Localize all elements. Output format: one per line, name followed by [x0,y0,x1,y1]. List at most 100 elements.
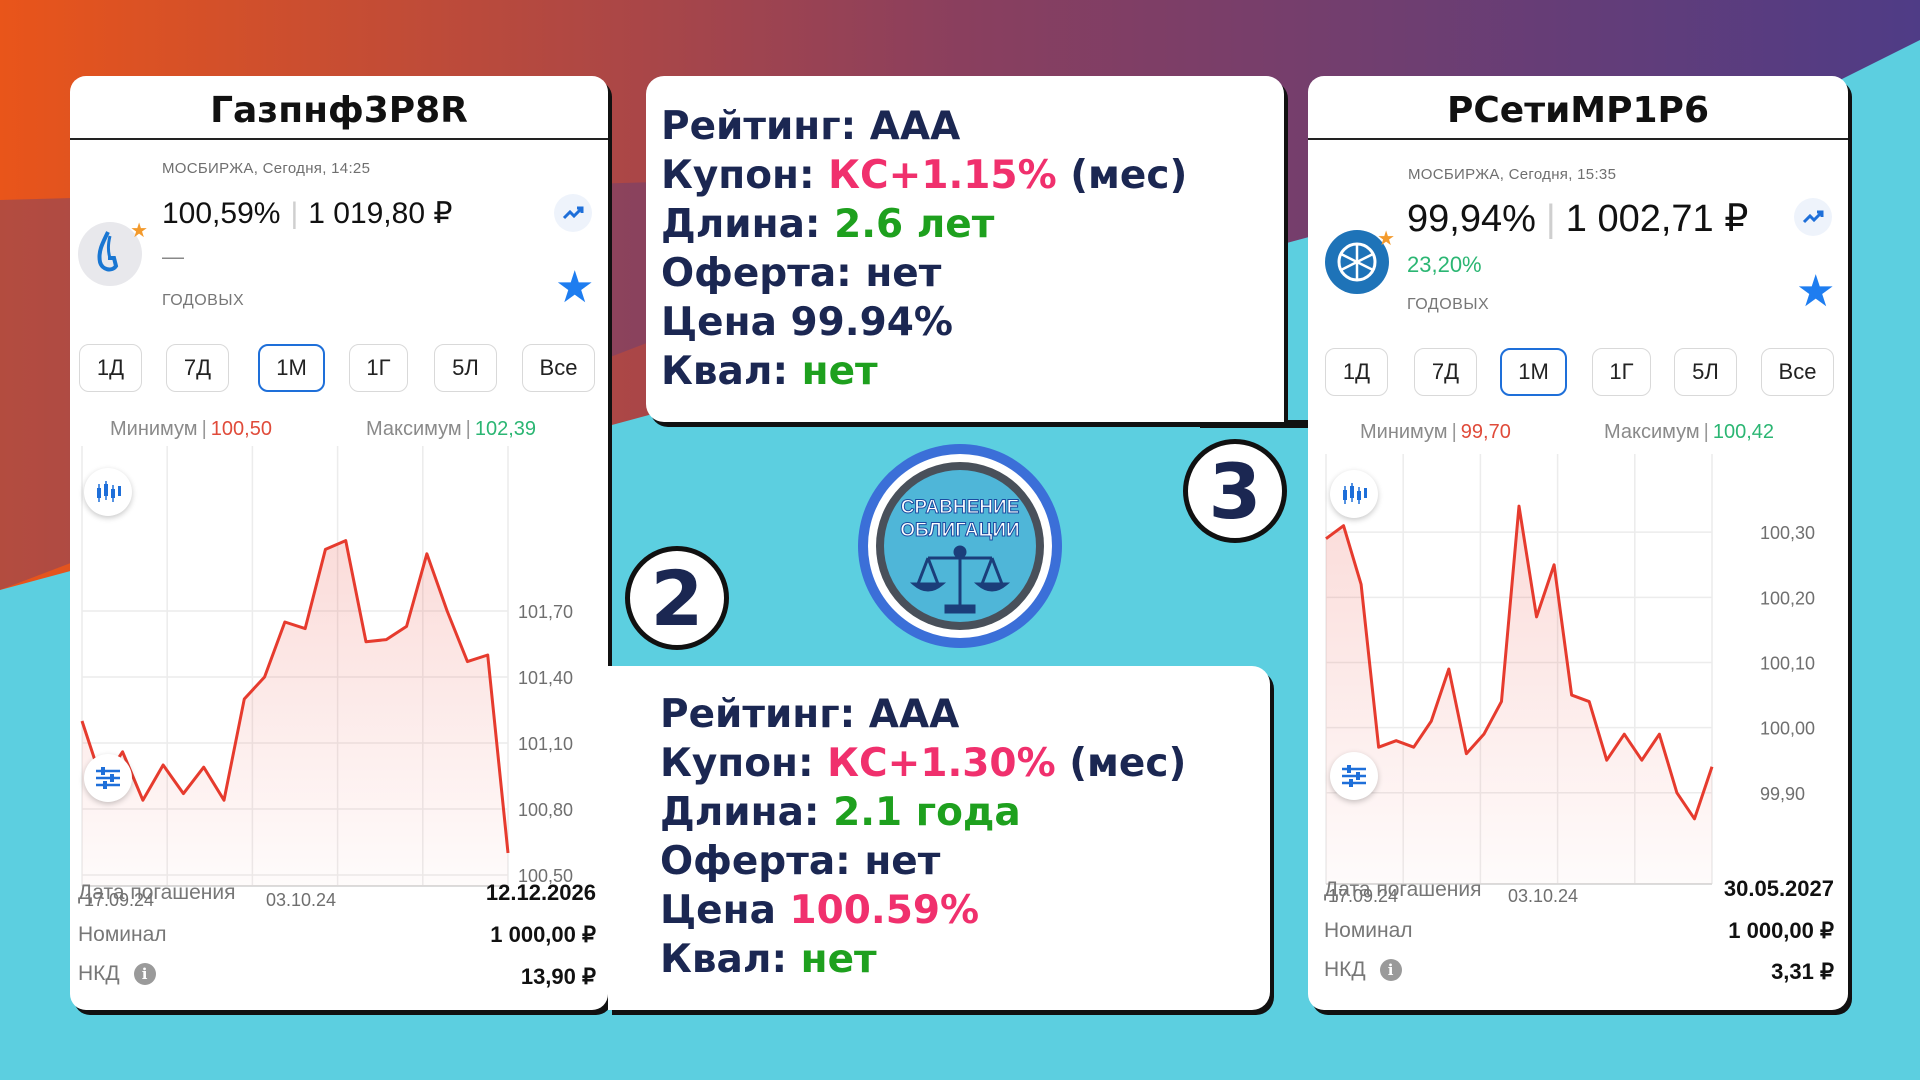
info-icon[interactable]: i [133,963,156,986]
coupon-value: КС+1.15% [828,153,1057,198]
min-label: Минимум [110,418,198,440]
candles-icon [97,481,121,502]
coupon-suffix: (мес) [1070,153,1188,198]
left-bond-card: Газпнф3P8R ★ МОСБИРЖА, Сегодня, 14:25 10… [70,76,608,1010]
price-label: Цена [661,300,777,345]
min-value: 99,70 [1460,421,1511,443]
maturity-value: 12.12.2026 [485,880,596,905]
nominal-label: Номинал [1324,919,1413,942]
chart-type-button[interactable] [1330,470,1378,518]
nkd-value: 3,31 ₽ [1771,959,1834,984]
number-three-badge: 3 [1183,439,1287,543]
period-tab-1d[interactable]: 1Д [1325,348,1388,396]
coupon-line: Купон: КС+1.30% (мес) [660,741,1186,786]
chart-settings-button[interactable] [1330,752,1378,800]
connector-strip [1200,420,1308,428]
trend-button[interactable] [554,194,592,232]
y-tick-label: 101,40 [518,668,573,688]
period-tab-7d[interactable]: 7Д [166,344,229,392]
info-card-bottom: Рейтинг: AAA Купон: КС+1.30% (мес) Длина… [608,666,1270,1010]
favorite-star-icon[interactable]: ★ [1796,267,1836,316]
yield-label: ГОДОВЫХ [1407,296,1490,313]
chart-type-button[interactable] [84,468,132,516]
max-value: 102,39 [474,418,537,440]
number-two-badge: 2 [625,546,729,650]
series-area [1326,506,1712,884]
qual-line: Квал: нет [661,349,878,394]
period-tab-1m[interactable]: 1М [258,344,325,392]
max-label: Максимум [1604,421,1700,443]
period-tab-5y[interactable]: 5Л [434,344,497,392]
maturity-label: Дата погашения [78,881,236,904]
offer-value: нет [865,251,942,296]
nominal-value: 1 000,00 ₽ [1728,918,1834,943]
period-tab-1m[interactable]: 1М [1500,348,1567,396]
nominal-value: 1 000,00 ₽ [490,922,596,947]
x-tick-label: 03.10.24 [1508,886,1578,906]
nominal-label: Номинал [78,923,167,946]
trend-button[interactable] [1794,198,1832,236]
sliders-icon [96,767,120,789]
qual-line: Квал: нет [660,937,877,982]
favorite-badge-icon: ★ [1377,228,1395,250]
coupon-label: Купон: [660,741,814,786]
y-tick-label: 100,20 [1760,588,1815,608]
length-line: Длина: 2.1 года [660,790,1021,835]
info-icon[interactable]: i [1379,959,1402,982]
x-tick-label: 17.09.24 [84,890,154,906]
offer-value: нет [864,839,941,884]
yield-value: 23,20% [1407,252,1482,277]
exchange-label: МОСБИРЖА, Сегодня, 14:25 [162,160,371,177]
qual-value: нет [800,937,877,982]
y-tick-label: 100,80 [518,800,573,820]
price-line: Цена 99.94% [661,300,953,345]
period-tab-1d[interactable]: 1Д [79,344,142,392]
max-label: Максимум [366,418,462,440]
min-value: 100,50 [210,418,272,440]
trend-icon [562,206,584,220]
favorite-star-icon[interactable]: ★ [555,263,595,312]
nkd-label: НКД i [78,962,156,986]
coupon-label: Купон: [661,153,815,198]
exchange-label: МОСБИРЖА, Сегодня, 15:35 [1408,166,1617,183]
period-tab-all[interactable]: Все [522,344,595,392]
rating-value: AAA [868,692,960,737]
period-tab-all[interactable]: Все [1761,348,1834,396]
length-value: 2.6 лет [834,202,995,247]
length-label: Длина: [661,202,821,247]
coupon-line: Купон: КС+1.15% (мес) [661,153,1187,198]
price-value: 99.94% [790,300,953,345]
y-tick-label: 101,10 [518,734,573,754]
price-chart[interactable]: 101,70 101,40 101,10 100,80 100,50 17.09.24 03… [70,446,608,906]
series-line [80,539,510,854]
offer-line: Оферта: нет [661,251,941,296]
offer-label: Оферта: [660,839,851,884]
period-tab-1y[interactable]: 1Г [349,344,408,392]
min-max-row: Минимум | 100,50 [110,418,272,440]
period-tab-5y[interactable]: 5Л [1674,348,1737,396]
coupon-suffix: (мес) [1069,741,1187,786]
bond-title: Газпнф3P8R [210,90,468,131]
x-tick-label: 03.10.24 [266,890,336,906]
maturity-label: Дата погашения [1324,878,1482,901]
candles-icon [1343,483,1367,504]
rating-label: Рейтинг: [660,692,856,737]
period-tab-7d[interactable]: 7Д [1414,348,1477,396]
price-value: 100.59% [789,888,980,933]
price-row: 100,59% | 1 019,80 ₽ [162,197,453,230]
y-tick-label: 100,00 [1760,719,1815,739]
chart-settings-button[interactable] [84,754,132,802]
badge-line2: ОБЛИГАЦИИ [900,520,1019,541]
price-rub: 1 019,80 ₽ [308,197,453,230]
comparison-badge: СРАВНЕНИЕ ОБЛИГАЦИИ [858,444,1062,648]
price-chart[interactable]: 100,30 100,20 100,10 100,00 99,90 17.09.24 03.… [1308,446,1848,906]
qual-label: Квал: [660,937,788,982]
price-rub: 1 002,71 ₽ [1565,198,1749,240]
qual-value: нет [801,349,878,394]
right-bond-card: РСетиMP1P6 ★ МОСБИРЖА, Сегодня, 15:35 99… [1308,76,1848,1010]
period-tab-1y[interactable]: 1Г [1592,348,1651,396]
maturity-value: 30.05.2027 [1723,876,1834,901]
nkd-label: НКД i [1324,958,1402,982]
gazprom-neft-logo: ★ [78,220,148,286]
price-percent: 100,59% [162,197,281,230]
